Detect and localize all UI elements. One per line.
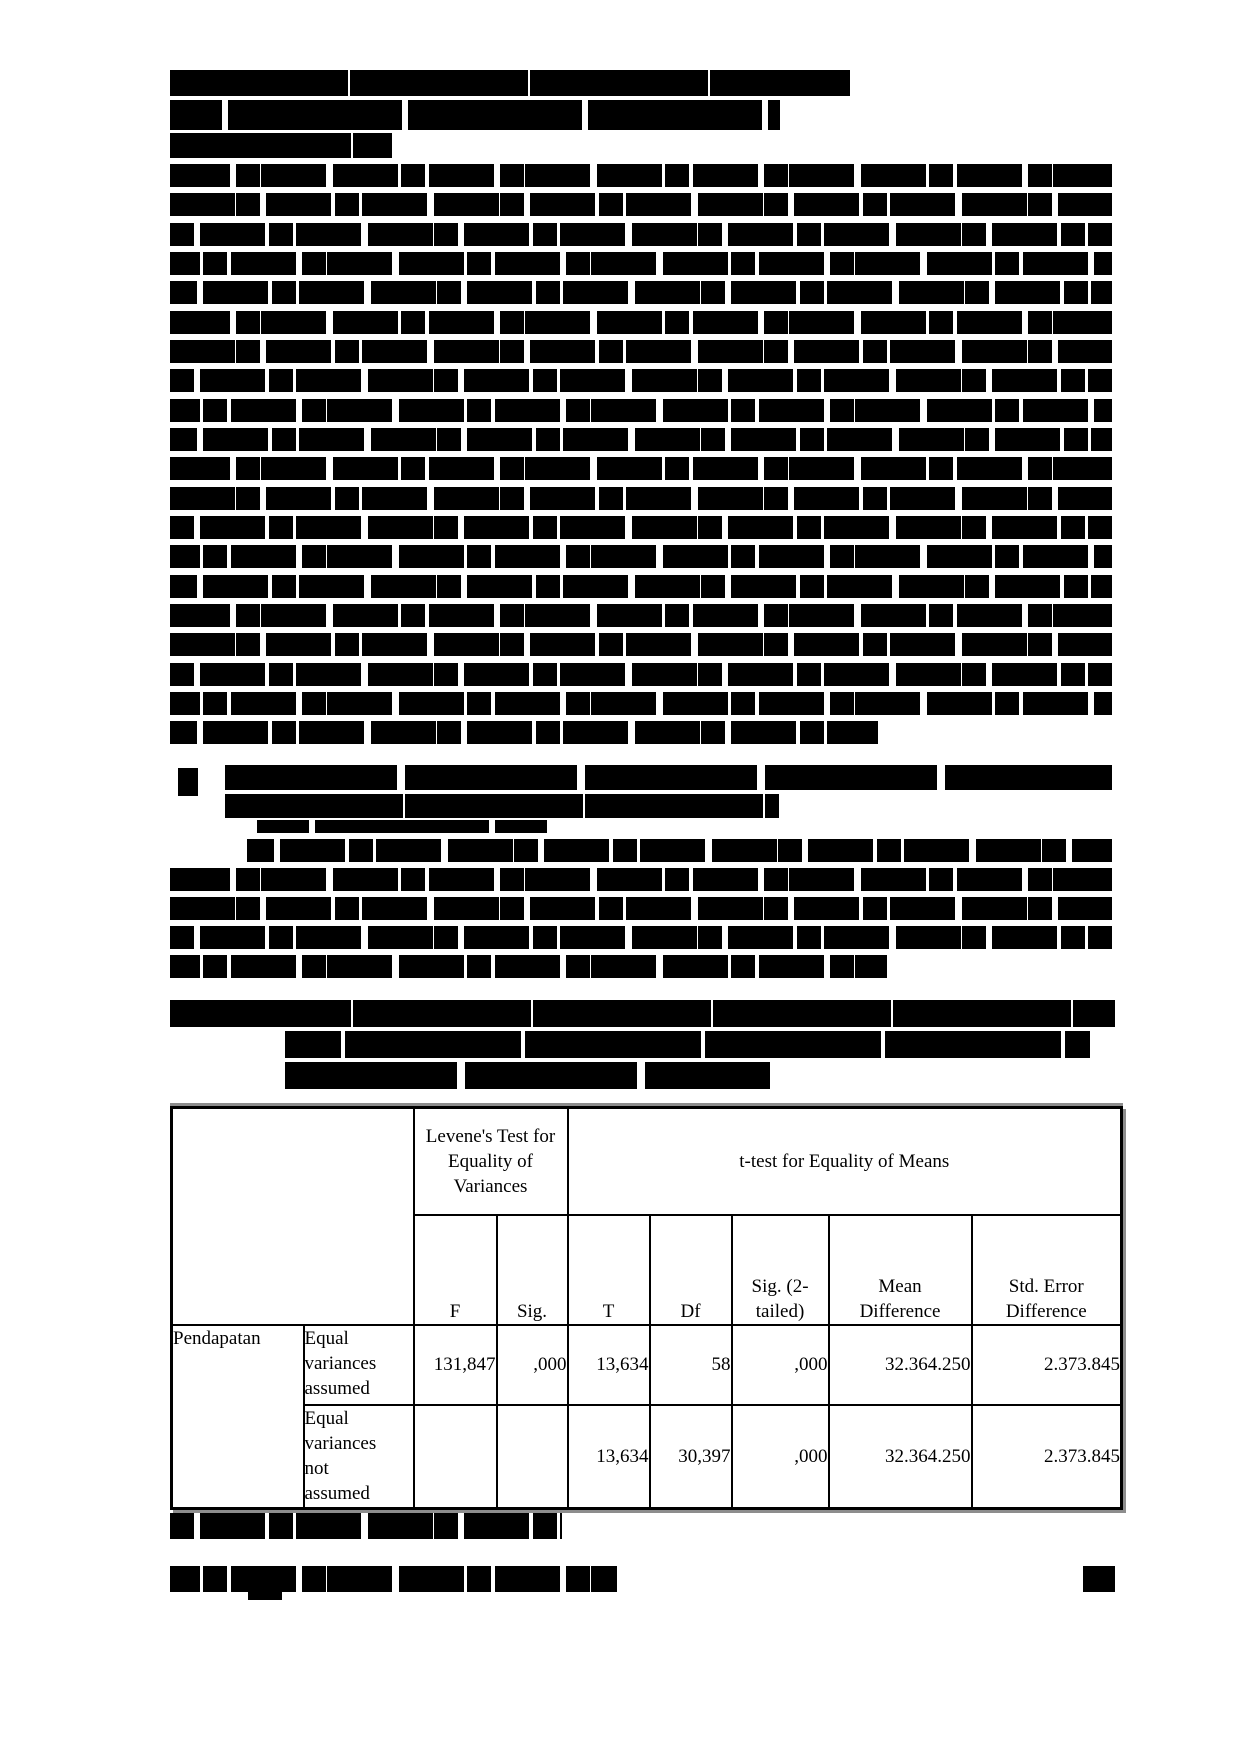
redacted-text-line [170, 516, 1112, 539]
redacted-text-line [170, 311, 1112, 334]
redacted-text-line [170, 164, 1112, 187]
row-label-line: assumed [304, 1482, 370, 1504]
row-label-line: not [304, 1457, 329, 1479]
cell-stderror-difference: 2.373.845 [970, 1323, 1123, 1406]
ttest-results-table: Levene's Test for Equality of Variances … [170, 1106, 1124, 1510]
cell-mean-difference: 32.364.250 [827, 1403, 973, 1510]
cell-stderror-difference: 2.373.845 [970, 1403, 1123, 1510]
levene-header-cell: Levene's Test for Equality of Variances [412, 1106, 569, 1216]
col-sig-header: Sig. [495, 1213, 569, 1326]
col-sig2tailed-line: tailed) [755, 1300, 805, 1322]
redacted-text-line [170, 252, 1112, 275]
redacted-heading-line [170, 70, 850, 96]
cell-t: 13,634 [566, 1323, 651, 1406]
redacted-text-line [170, 663, 1112, 686]
redacted-text-line [170, 281, 1112, 304]
cell-sig [495, 1403, 569, 1510]
redacted-text-line [170, 399, 1112, 422]
row-label-equal-variances-not-assumed: Equal variances not assumed [302, 1403, 415, 1510]
redacted-text-line [170, 633, 1112, 656]
col-f-header: F [412, 1213, 498, 1326]
ttest-header-cell: t-test for Equality of Means [566, 1106, 1123, 1216]
col-stderror-difference-line: Std. Error [1008, 1275, 1084, 1297]
col-df-header: Df [648, 1213, 733, 1326]
cell-sig2tailed: ,000 [730, 1403, 830, 1510]
col-mean-difference-line: Difference [859, 1300, 941, 1322]
redacted-subheading-line [225, 794, 779, 818]
col-stderror-difference-line: Difference [1005, 1300, 1087, 1322]
redacted-footer-descender [248, 1590, 282, 1600]
redacted-text-line [170, 428, 1112, 451]
redacted-subheading-line [257, 820, 547, 833]
redacted-text-line [170, 487, 1112, 510]
cell-sig: ,000 [495, 1323, 569, 1406]
row-label-equal-variances-assumed: Equal variances assumed [302, 1323, 415, 1406]
redacted-list-number [178, 768, 198, 796]
cell-sig2tailed: ,000 [730, 1323, 830, 1406]
redacted-text-line [170, 721, 878, 744]
empty-corner-cell [170, 1106, 415, 1326]
redacted-text-line [247, 839, 1112, 862]
redacted-text-line [170, 926, 1112, 949]
cell-mean-difference: 32.364.250 [827, 1323, 973, 1406]
redacted-text-line [170, 340, 1112, 363]
col-sig2tailed-header: Sig. (2- tailed) [730, 1213, 830, 1326]
cell-f: 131,847 [412, 1323, 498, 1406]
row-group-label: Pendapatan [170, 1323, 305, 1510]
levene-header-line: Equality of [448, 1150, 533, 1172]
col-stderror-difference-header: Std. Error Difference [970, 1213, 1123, 1326]
redacted-text-line [170, 955, 887, 978]
redacted-text-line [170, 223, 1112, 246]
row-label-line: Equal [304, 1407, 349, 1429]
cell-f [412, 1403, 498, 1510]
row-label-line: variances [304, 1352, 377, 1374]
col-mean-difference-line: Mean [878, 1275, 922, 1297]
redacted-table-caption-line [170, 1000, 1115, 1027]
redacted-text-line [170, 575, 1112, 598]
levene-header-line: Levene's Test for [425, 1125, 556, 1147]
redacted-text-line [170, 545, 1112, 568]
row-label-line: Equal [304, 1327, 349, 1349]
redacted-subheading-line [225, 765, 1112, 790]
row-label-line: variances [304, 1432, 377, 1454]
redacted-text-line [170, 868, 1112, 891]
row-label-line: assumed [304, 1377, 370, 1399]
redacted-text-line [170, 457, 1112, 480]
redacted-text-line [170, 692, 1112, 715]
redacted-text-line [170, 897, 1112, 920]
redacted-heading-line [170, 133, 392, 158]
redacted-heading-line [170, 100, 780, 130]
col-t-header: T [566, 1213, 651, 1326]
col-sig2tailed-line: Sig. (2- [751, 1275, 809, 1297]
cell-t: 13,634 [566, 1403, 651, 1510]
redacted-text-line [170, 193, 1112, 216]
redacted-table-caption-line [285, 1031, 1090, 1058]
cell-df: 58 [648, 1323, 733, 1406]
cell-df: 30,397 [648, 1403, 733, 1510]
page-number-block [1083, 1566, 1115, 1592]
redacted-footer-line [170, 1566, 617, 1592]
redacted-source-line [170, 1513, 562, 1539]
col-mean-difference-header: Mean Difference [827, 1213, 973, 1326]
redacted-table-caption-line [285, 1062, 770, 1089]
redacted-text-line [170, 369, 1112, 392]
redacted-text-line [170, 604, 1112, 627]
levene-header-line: Variances [453, 1175, 528, 1197]
